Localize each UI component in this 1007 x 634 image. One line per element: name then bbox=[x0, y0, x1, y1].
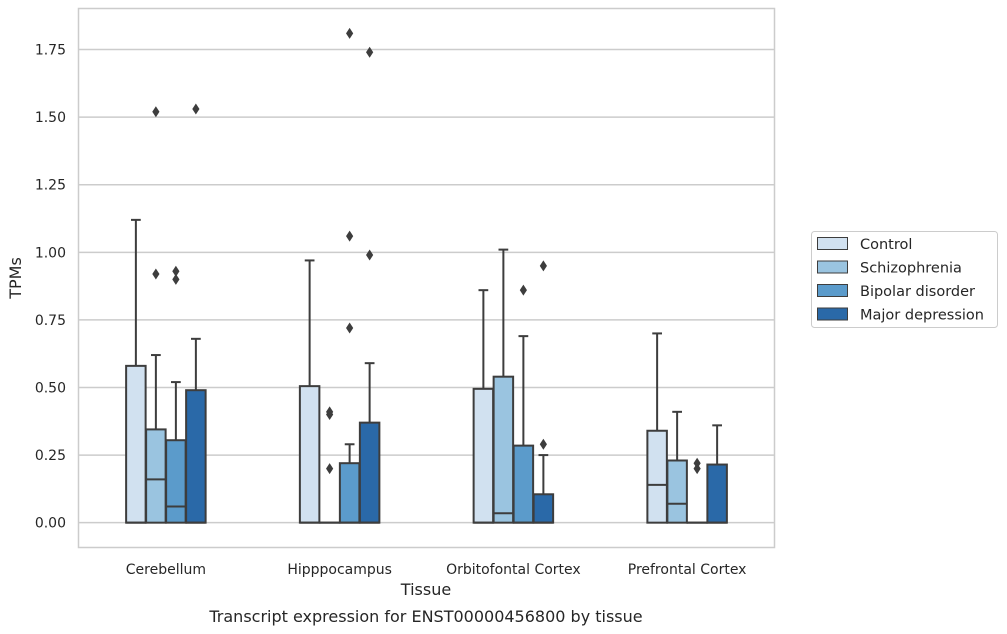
box-bipolar-disorder bbox=[165, 265, 187, 524]
outlier-point bbox=[346, 322, 354, 334]
box-body bbox=[472, 387, 495, 524]
y-tick-labels: 0.00 0.25 0.50 0.75 1.00 1.25 1.50 1.75 bbox=[35, 43, 66, 532]
box-schizophrenia bbox=[145, 106, 167, 524]
x-tick-label: Prefrontal Cortex bbox=[628, 562, 747, 578]
legend-label: Major depression bbox=[860, 308, 984, 324]
outlier-point bbox=[346, 27, 354, 39]
legend-swatch bbox=[817, 284, 848, 297]
outlier-point bbox=[539, 438, 547, 450]
x-tick-label: Hipppocampus bbox=[287, 562, 392, 578]
legend-swatch bbox=[817, 260, 848, 274]
box-schizophrenia bbox=[666, 410, 688, 524]
outlier-point bbox=[366, 249, 374, 261]
outlier-point bbox=[152, 268, 160, 280]
box-control bbox=[125, 218, 147, 524]
box-control bbox=[298, 259, 321, 524]
y-tick-label: 0.50 bbox=[35, 380, 66, 396]
legend-swatch bbox=[817, 307, 848, 321]
y-tick-label: 0.25 bbox=[35, 448, 66, 464]
box-control bbox=[646, 332, 668, 524]
chart-caption: Transcript expression for ENST0000045680… bbox=[208, 607, 642, 626]
y-tick-label: 1.25 bbox=[35, 178, 66, 194]
outlier-point bbox=[172, 265, 180, 277]
legend-label: Bipolar disorder bbox=[860, 284, 975, 300]
box-body bbox=[185, 389, 207, 524]
box-body bbox=[338, 462, 361, 524]
box-major-depression bbox=[532, 260, 555, 524]
box-body bbox=[706, 463, 728, 524]
box-bipolar-disorder bbox=[686, 457, 708, 524]
box-body bbox=[532, 493, 555, 524]
box-major-depression bbox=[358, 46, 381, 524]
y-tick-label: 0.75 bbox=[35, 313, 66, 329]
y-tick-label: 0.00 bbox=[35, 516, 66, 532]
box-bipolar-disorder bbox=[512, 284, 535, 524]
outlier-point bbox=[366, 46, 374, 58]
legend-swatch bbox=[817, 237, 848, 250]
box-series bbox=[125, 27, 728, 524]
y-axis-label: TPMs bbox=[6, 257, 25, 300]
outlier-point bbox=[326, 406, 334, 418]
plot-frame bbox=[77, 7, 776, 549]
box-major-depression bbox=[706, 424, 728, 524]
box-body bbox=[165, 439, 187, 524]
outlier-point bbox=[152, 106, 160, 118]
y-tick-label: 1.00 bbox=[35, 245, 66, 261]
box-body bbox=[125, 364, 147, 524]
outlier-point bbox=[693, 457, 701, 469]
box-body bbox=[145, 428, 167, 524]
outlier-point bbox=[519, 284, 527, 296]
box-schizophrenia bbox=[492, 248, 515, 524]
box-schizophrenia bbox=[318, 406, 341, 524]
x-axis-label: Tissue bbox=[400, 580, 451, 599]
box-bipolar-disorder bbox=[338, 27, 361, 524]
box-body bbox=[666, 459, 688, 524]
legend-frame bbox=[811, 231, 998, 328]
x-tick-label: Cerebellum bbox=[126, 562, 206, 578]
x-tick-labels: Cerebellum Hipppocampus Orbitofontal Corte… bbox=[126, 562, 747, 578]
legend-label: Schizophrenia bbox=[860, 261, 962, 277]
box-body bbox=[646, 429, 668, 524]
box-major-depression bbox=[185, 103, 207, 524]
x-tick-label: Orbitofontal Cortex bbox=[446, 562, 581, 578]
legend-label: Control bbox=[860, 237, 912, 253]
y-tick-label: 1.75 bbox=[35, 43, 66, 59]
legend: Control Schizophrenia Bipolar disorder Majo… bbox=[811, 231, 998, 328]
outlier-point bbox=[346, 230, 354, 242]
outlier-point bbox=[192, 103, 200, 115]
box-body bbox=[298, 385, 321, 524]
outlier-point bbox=[539, 260, 547, 272]
box-control bbox=[472, 289, 495, 524]
outlier-point bbox=[172, 273, 180, 285]
box-body bbox=[358, 421, 381, 524]
box-body bbox=[492, 375, 515, 524]
y-tick-label: 1.50 bbox=[35, 110, 66, 126]
box-body bbox=[512, 444, 535, 524]
outlier-point bbox=[326, 463, 334, 475]
